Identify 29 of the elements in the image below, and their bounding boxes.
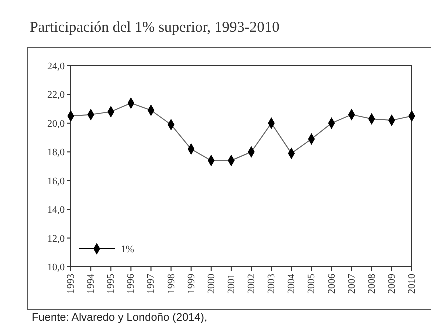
y-tick-label: 24,0: [48, 62, 65, 72]
x-tick-label: 1994: [86, 274, 98, 294]
x-tick-label: 1993: [66, 274, 77, 294]
x-tick-label: 2009: [386, 274, 398, 294]
x-tick-label: 2003: [266, 274, 278, 294]
x-tick-label: 2000: [206, 274, 218, 294]
x-tick-label: 2001: [226, 274, 238, 294]
x-tick-label: 2004: [286, 274, 298, 294]
y-tick-label: 12,0: [48, 234, 65, 245]
chart-title: Participación del 1% superior, 1993-2010: [30, 20, 280, 36]
x-tick-label: 1999: [186, 274, 198, 294]
y-tick-label: 20,0: [48, 118, 65, 130]
x-tick-label: 2010: [407, 274, 418, 294]
x-tick-label: 2006: [326, 274, 338, 294]
source-note: Fuente: Alvaredo y Londoño (2014),: [32, 312, 208, 324]
legend-label: 1%: [121, 244, 134, 256]
y-tick-label: 22,0: [48, 90, 65, 102]
x-tick-label: 1998: [166, 274, 178, 294]
x-tick-label: 2002: [246, 274, 258, 294]
x-tick-label: 2005: [306, 274, 318, 294]
x-tick-label: 2008: [366, 274, 378, 294]
x-tick-label: 2007: [346, 274, 358, 294]
x-tick-label: 1996: [126, 274, 138, 294]
y-tick-label: 16,0: [48, 176, 65, 188]
y-tick-label: 14,0: [48, 205, 65, 216]
y-tick-label: 10,0: [48, 262, 65, 274]
x-tick-label: 1997: [146, 274, 158, 294]
x-tick-label: 1995: [106, 274, 118, 294]
y-tick-label: 18,0: [48, 148, 65, 159]
